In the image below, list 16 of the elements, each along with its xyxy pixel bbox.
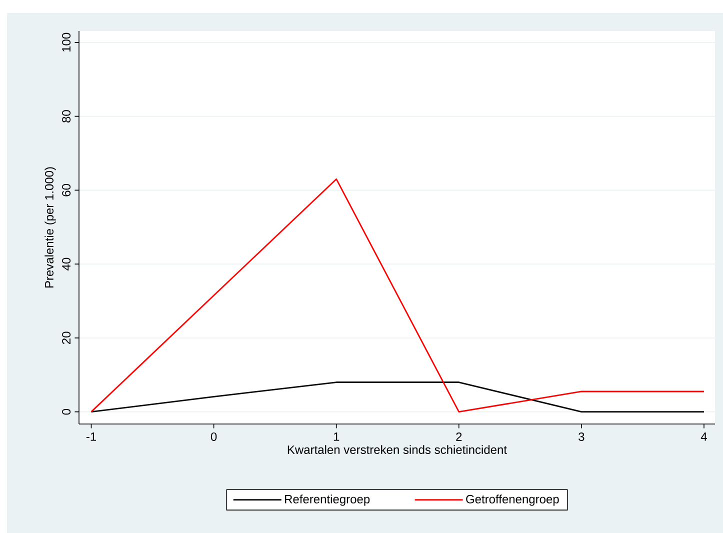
- x-tick-label: -1: [86, 432, 96, 441]
- y-tick-label: 40: [62, 258, 71, 270]
- y-tick-label: 100: [62, 32, 71, 52]
- y-axis-title: Prevalentie (per 1.000): [44, 167, 56, 288]
- x-tick-label: 2: [456, 432, 462, 441]
- legend-label: Getroffenengroep: [466, 494, 559, 506]
- x-tick-label: 4: [700, 432, 707, 441]
- y-tick-label: 60: [62, 184, 71, 196]
- x-tick-label: 3: [578, 432, 584, 441]
- y-tick-label: 80: [62, 110, 71, 122]
- x-tick-label: 1: [334, 432, 340, 441]
- y-tick-label: 20: [62, 332, 71, 344]
- x-axis-title: Kwartalen verstreken sinds schietincident: [288, 445, 507, 454]
- y-tick-label: 0: [62, 408, 71, 415]
- x-tick-label: 0: [210, 432, 217, 441]
- legend-label: Referentiegroep: [285, 494, 370, 506]
